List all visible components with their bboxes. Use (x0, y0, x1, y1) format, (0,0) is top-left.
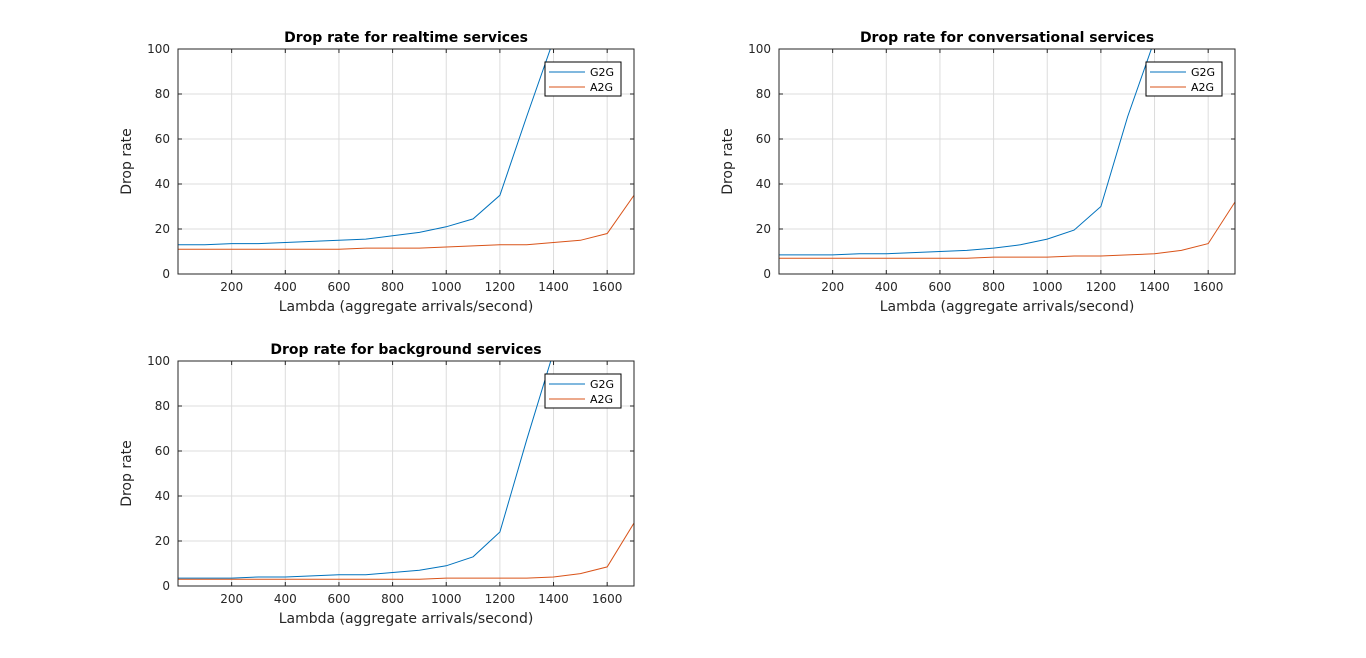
legend-box (544, 373, 622, 409)
y-axis-label: Drop rate (119, 128, 135, 195)
legend-box (1145, 61, 1223, 97)
y-tick-label: 100 (748, 42, 771, 56)
y-tick-label: 0 (162, 579, 170, 593)
x-tick-label: 1400 (1139, 280, 1170, 294)
axes-box (778, 48, 1236, 275)
y-tick-label: 0 (763, 267, 771, 281)
y-tick-label: 0 (162, 267, 170, 281)
series-line-g2g (178, 49, 551, 246)
legend-label-g2g: G2G (590, 378, 614, 391)
chart-title: Drop rate for background services (270, 342, 541, 358)
x-tick-label: 200 (220, 280, 243, 294)
x-tick-label: 1400 (538, 280, 569, 294)
series-line-g2g (178, 361, 552, 579)
y-tick-label: 60 (155, 132, 170, 146)
y-tick-label: 100 (147, 42, 170, 56)
y-axis-label: Drop rate (720, 128, 736, 195)
y-tick-label: 80 (756, 87, 771, 101)
series-line-a2g (178, 195, 634, 250)
x-tick-label: 1000 (431, 592, 462, 606)
y-tick-label: 20 (155, 222, 170, 236)
y-axis-label: Drop rate (119, 440, 135, 507)
series-line-g2g (779, 49, 1152, 256)
subplot-3: 200 400 600 800 1000 1200 1400 1600 0 20 40 60 80 100… (119, 342, 635, 627)
x-tick-label: 1600 (592, 592, 623, 606)
y-tick-label: 60 (155, 444, 170, 458)
x-tick-label: 1000 (431, 280, 462, 294)
axes-box (177, 48, 635, 275)
legend-label-g2g: G2G (1191, 66, 1215, 79)
y-tick-label: 100 (147, 354, 170, 368)
x-tick-label: 200 (821, 280, 844, 294)
x-tick-label: 1200 (485, 280, 516, 294)
y-tick-label: 40 (155, 177, 170, 191)
y-tick-label: 20 (756, 222, 771, 236)
x-axis-label: Lambda (aggregate arrivals/second) (880, 299, 1135, 315)
chart-title: Drop rate for realtime services (284, 30, 528, 46)
legend-label-a2g: A2G (1191, 81, 1214, 94)
x-tick-label: 600 (928, 280, 951, 294)
x-tick-label: 800 (982, 280, 1005, 294)
y-tick-label: 80 (155, 87, 170, 101)
legend-label-g2g: G2G (590, 66, 614, 79)
y-tick-label: 40 (155, 489, 170, 503)
y-tick-label: 40 (756, 177, 771, 191)
series-line-a2g (779, 201, 1235, 259)
x-tick-label: 1600 (592, 280, 623, 294)
x-tick-label: 200 (220, 592, 243, 606)
subplot-2: 200 400 600 800 1000 1200 1400 1600 0 20 40 60 80 100… (720, 30, 1236, 315)
x-tick-label: 400 (875, 280, 898, 294)
subplot-1: 200 400 600 800 1000 1200 1400 1600 0 20 40 60 80 100… (119, 30, 635, 315)
x-tick-label: 1400 (538, 592, 569, 606)
x-tick-label: 400 (274, 592, 297, 606)
x-tick-label: 1200 (485, 592, 516, 606)
axes-box (177, 360, 635, 587)
x-axis-label: Lambda (aggregate arrivals/second) (279, 611, 534, 627)
x-axis-label: Lambda (aggregate arrivals/second) (279, 299, 534, 315)
x-tick-label: 400 (274, 280, 297, 294)
y-tick-label: 60 (756, 132, 771, 146)
x-tick-label: 800 (381, 280, 404, 294)
legend-box (544, 61, 622, 97)
x-tick-label: 600 (327, 280, 350, 294)
x-tick-label: 1000 (1032, 280, 1063, 294)
y-tick-label: 80 (155, 399, 170, 413)
y-tick-label: 20 (155, 534, 170, 548)
x-tick-label: 1200 (1086, 280, 1117, 294)
chart-title: Drop rate for conversational services (860, 30, 1154, 46)
legend-label-a2g: A2G (590, 393, 613, 406)
series-line-a2g (178, 522, 634, 580)
x-tick-label: 600 (327, 592, 350, 606)
legend-label-a2g: A2G (590, 81, 613, 94)
x-tick-label: 1600 (1193, 280, 1224, 294)
x-tick-label: 800 (381, 592, 404, 606)
